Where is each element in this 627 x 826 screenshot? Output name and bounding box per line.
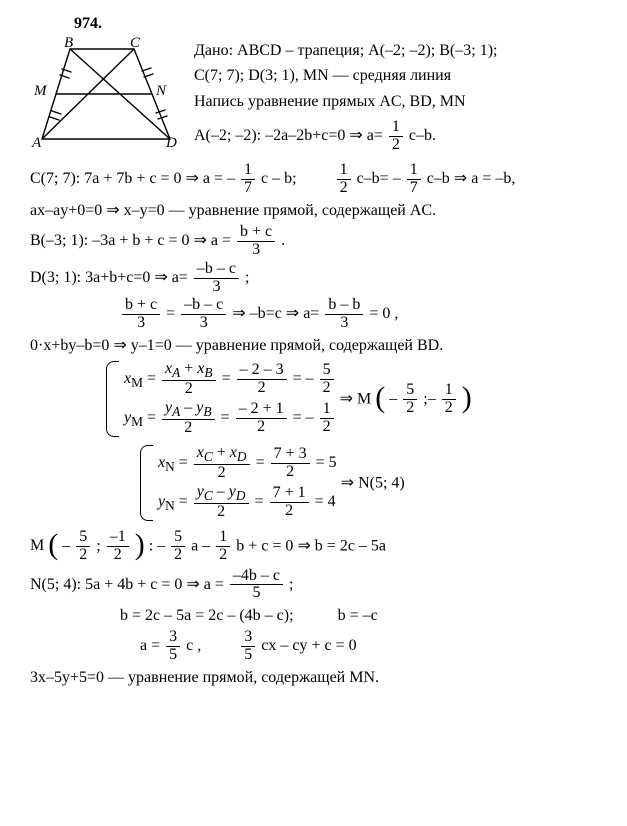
text: A(–2; –2): –2a–2b+c=0 ⇒ a=	[194, 127, 383, 144]
frac: b + c 3	[122, 297, 160, 332]
xm-line: xM = xA + xB2 = – 2 – 32 = – 52	[124, 361, 336, 398]
ym-line: yM = yA – yB2 = – 2 + 12 = – 12	[124, 400, 336, 437]
top-row: A B C D M N Дано: ABCD – трапеция; A(–2;…	[30, 37, 607, 156]
text: = 0 ,	[369, 305, 398, 322]
line-A: A(–2; –2): –2a–2b+c=0 ⇒ a= 1 2 c–b.	[194, 119, 607, 154]
xn-line: xN = xC + xD2 = 7 + 32 = 5	[158, 445, 337, 482]
text: c–b ⇒ a = –b,	[427, 170, 516, 187]
arrow-M: ⇒ M	[340, 391, 372, 408]
text: B(–3; 1): –3a + b + c = 0 ⇒ a =	[30, 232, 235, 249]
given-line-2: C(7; 7); D(3; 1), MN — средняя линия	[194, 64, 607, 87]
text: c–b.	[409, 127, 436, 144]
frac: 1 2	[337, 162, 351, 197]
page: 974.	[0, 0, 627, 826]
text: M	[30, 537, 44, 554]
problem-number: 974.	[74, 12, 607, 35]
brace-M: xM = xA + xB2 = – 2 – 32 = – 52 yM = yA …	[106, 359, 336, 439]
vertex-B: B	[64, 37, 73, 51]
text: ;	[245, 269, 249, 286]
text: .	[281, 232, 285, 249]
text: ⇒ –b=c ⇒ a=	[232, 305, 323, 322]
brace-N: xN = xC + xD2 = 7 + 32 = 5 yN = yC – yD2…	[140, 443, 337, 523]
arrow-N: ⇒ N(5; 4)	[341, 474, 405, 491]
frac: b – b 3	[325, 297, 363, 332]
text: D(3; 1): 3a+b+c=0 ⇒ a=	[30, 269, 192, 286]
text: c – b;	[261, 170, 297, 187]
line-M2: M ( – 52 ; –12 ) : – 52 a – 12 b + c = 0…	[30, 529, 607, 564]
yn-line: yN = yC – yD2 = 7 + 12 = 4	[158, 484, 337, 521]
line-D: D(3; 1): 3a+b+c=0 ⇒ a= –b – c 3 ;	[30, 261, 607, 296]
vertex-N: N	[155, 83, 167, 99]
trapezoid-svg: A B C D M N	[30, 37, 180, 149]
frac: b + c 3	[237, 224, 275, 259]
line-N2: N(5; 4): 5a + 4b + c = 0 ⇒ a = –4b – c5 …	[30, 568, 607, 603]
frac-half: 1 2	[389, 119, 403, 154]
text: c–b= –	[357, 170, 401, 187]
frac: 1 7	[241, 162, 255, 197]
line-B: B(–3; 1): –3a + b + c = 0 ⇒ a = b + c 3 …	[30, 224, 607, 259]
trapezoid-figure: A B C D M N	[30, 37, 180, 156]
text: =	[166, 305, 179, 322]
given-block: Дано: ABCD – трапеция; A(–2; –2); B(–3; …	[194, 37, 607, 155]
line-BD: 0·x+by–b=0 ⇒ y–1=0 — уравнение прямой, с…	[30, 334, 607, 357]
line-ax: ax–ay+0=0 ⇒ x–y=0 — уравнение прямой, со…	[30, 199, 607, 222]
vertex-M: M	[33, 83, 48, 99]
line-a35: a = 35 c , 35 cx – cy + c = 0	[140, 629, 607, 664]
given-line-1: Дано: ABCD – трапеция; A(–2; –2); B(–3; …	[194, 39, 607, 62]
line-eqfrac: b + c 3 = –b – c 3 ⇒ –b=c ⇒ a= b – b 3 =…	[120, 297, 607, 332]
text: C(7; 7): 7a + 7b + c = 0 ⇒ a = –	[30, 170, 235, 187]
frac: 1 7	[407, 162, 421, 197]
brace-M-row: xM = xA + xB2 = – 2 – 32 = – 52 yM = yA …	[106, 359, 607, 439]
line-b2c: b = 2c – 5a = 2c – (4b – c); b = –c	[120, 604, 607, 627]
line-final: 3x–5y+5=0 — уравнение прямой, содержащей…	[30, 666, 607, 689]
frac: –b – c 3	[194, 261, 239, 296]
given-line-3: Напись уравнение прямых AC, BD, MN	[194, 90, 607, 113]
line-C: C(7; 7): 7a + 7b + c = 0 ⇒ a = – 1 7 c –…	[30, 162, 607, 197]
vertex-A: A	[31, 135, 42, 149]
frac: –b – c 3	[181, 297, 226, 332]
brace-N-row: xN = xC + xD2 = 7 + 32 = 5 yN = yC – yD2…	[140, 443, 607, 523]
vertex-D: D	[165, 135, 177, 149]
vertex-C: C	[130, 37, 141, 51]
